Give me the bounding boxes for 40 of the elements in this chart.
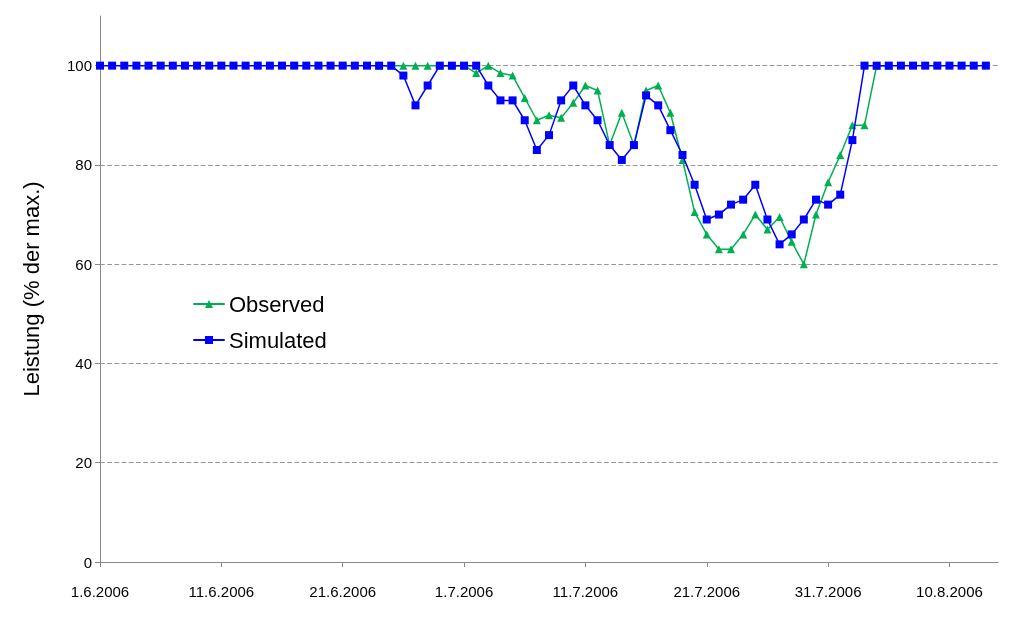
point xyxy=(860,121,869,130)
point xyxy=(751,210,760,219)
x-tick-label: 21.6.2006 xyxy=(309,583,377,600)
x-tick-label: 31.7.2006 xyxy=(794,583,862,600)
point xyxy=(508,71,517,80)
point xyxy=(811,210,820,219)
point xyxy=(423,61,432,70)
point xyxy=(824,178,833,187)
y-tick-label: 60 xyxy=(75,255,92,273)
x-tick-label: 1.6.2006 xyxy=(70,583,130,600)
y-tick-label: 40 xyxy=(75,354,92,372)
x-tick-label: 10.8.2006 xyxy=(916,583,983,600)
point xyxy=(775,213,784,222)
x-tick-label: 11.7.2006 xyxy=(552,583,619,600)
point xyxy=(399,61,408,70)
point xyxy=(690,208,699,217)
point xyxy=(617,108,626,117)
point xyxy=(484,61,493,70)
point xyxy=(727,245,736,254)
legend-label: Simulated xyxy=(229,327,327,353)
point xyxy=(411,61,420,70)
point xyxy=(714,245,723,254)
y-tick-label: 100 xyxy=(66,57,92,75)
x-tick-label: 21.7.2006 xyxy=(673,583,741,600)
point xyxy=(545,111,553,120)
point xyxy=(836,150,845,159)
y-tick-label: 20 xyxy=(75,454,92,472)
y-tick-label: 80 xyxy=(75,156,92,174)
y-axis-title: Leistung (% der max.) xyxy=(18,181,44,397)
x-tick-label: 1.7.2006 xyxy=(434,583,494,600)
y-tick-label: 0 xyxy=(83,553,92,571)
point xyxy=(787,237,796,246)
point xyxy=(557,113,566,122)
legend-label: Observed xyxy=(229,291,325,317)
x-tick-label: 11.6.2006 xyxy=(188,583,255,600)
point xyxy=(569,98,578,107)
point xyxy=(666,108,675,117)
point xyxy=(520,93,529,102)
point xyxy=(496,69,505,78)
point xyxy=(472,69,481,78)
